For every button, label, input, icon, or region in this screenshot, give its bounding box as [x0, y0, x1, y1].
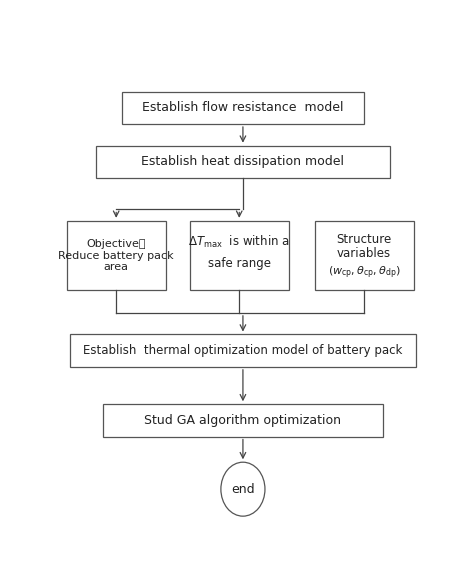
- Circle shape: [221, 462, 265, 516]
- FancyBboxPatch shape: [190, 221, 289, 290]
- FancyBboxPatch shape: [96, 145, 390, 178]
- Text: Objective：
Reduce battery pack
area: Objective： Reduce battery pack area: [58, 239, 174, 272]
- FancyBboxPatch shape: [122, 92, 364, 124]
- Text: end: end: [231, 483, 255, 496]
- Text: Establish  thermal optimization model of battery pack: Establish thermal optimization model of …: [83, 344, 402, 357]
- Text: Establish heat dissipation model: Establish heat dissipation model: [141, 155, 345, 168]
- Text: $\Delta T_{\max}$  is within a: $\Delta T_{\max}$ is within a: [188, 234, 290, 250]
- Text: Establish flow resistance  model: Establish flow resistance model: [142, 102, 344, 114]
- Text: Stud GA algorithm optimization: Stud GA algorithm optimization: [145, 414, 341, 427]
- Text: variables: variables: [337, 247, 391, 260]
- Text: safe range: safe range: [208, 257, 271, 270]
- Text: $(w_{\rm cp},\theta_{\rm cp},\theta_{\rm dp})$: $(w_{\rm cp},\theta_{\rm cp},\theta_{\rm…: [328, 265, 401, 281]
- FancyBboxPatch shape: [70, 335, 416, 367]
- FancyBboxPatch shape: [315, 221, 414, 290]
- FancyBboxPatch shape: [103, 404, 383, 437]
- FancyBboxPatch shape: [66, 221, 166, 290]
- Text: Structure: Structure: [337, 234, 392, 246]
